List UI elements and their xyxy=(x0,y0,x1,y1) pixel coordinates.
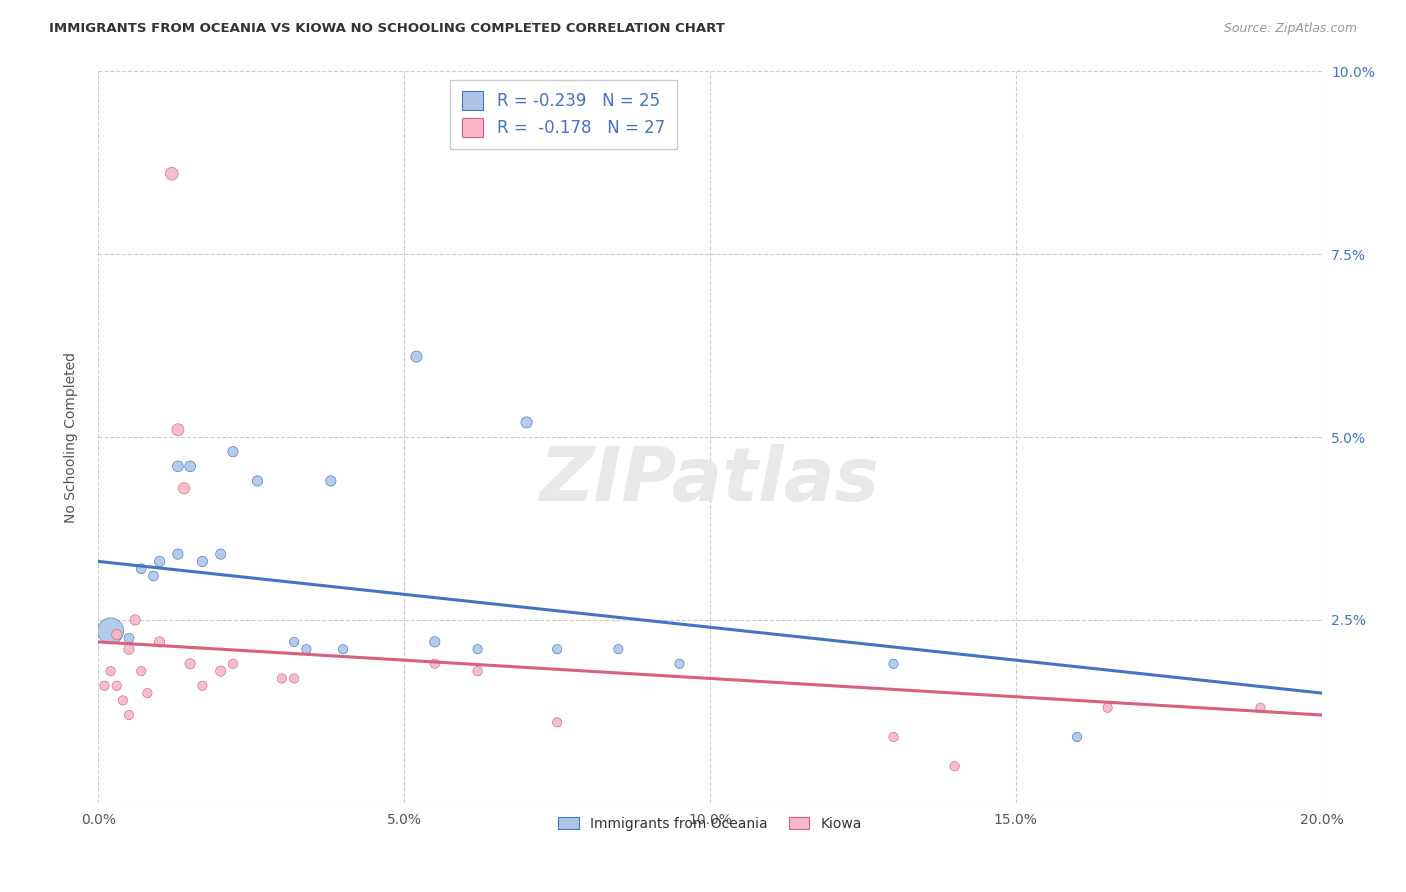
Point xyxy=(136,686,159,700)
Point xyxy=(191,554,214,568)
Text: Source: ZipAtlas.com: Source: ZipAtlas.com xyxy=(1223,22,1357,36)
Point xyxy=(405,350,427,364)
Point xyxy=(105,627,128,641)
Point xyxy=(423,657,446,671)
Point xyxy=(160,167,183,181)
Point xyxy=(546,642,568,657)
Point xyxy=(546,715,568,730)
Legend: Immigrants from Oceania, Kiowa: Immigrants from Oceania, Kiowa xyxy=(553,811,868,836)
Point xyxy=(93,679,115,693)
Point xyxy=(173,481,195,495)
Point xyxy=(332,642,354,657)
Point xyxy=(319,474,342,488)
Point xyxy=(111,693,134,707)
Point xyxy=(668,657,690,671)
Point xyxy=(149,554,172,568)
Point xyxy=(167,459,190,474)
Point xyxy=(167,547,190,561)
Point xyxy=(883,730,905,744)
Point xyxy=(222,444,245,458)
Point xyxy=(1097,700,1119,714)
Point xyxy=(149,635,172,649)
Point xyxy=(118,708,141,723)
Point xyxy=(100,664,122,678)
Point xyxy=(142,569,165,583)
Y-axis label: No Schooling Completed: No Schooling Completed xyxy=(63,351,77,523)
Point xyxy=(423,635,446,649)
Point xyxy=(209,664,232,678)
Point xyxy=(118,632,141,646)
Text: ZIPatlas: ZIPatlas xyxy=(540,444,880,517)
Point xyxy=(118,642,141,657)
Point xyxy=(179,657,201,671)
Point xyxy=(943,759,966,773)
Point xyxy=(467,664,489,678)
Text: IMMIGRANTS FROM OCEANIA VS KIOWA NO SCHOOLING COMPLETED CORRELATION CHART: IMMIGRANTS FROM OCEANIA VS KIOWA NO SCHO… xyxy=(49,22,725,36)
Point xyxy=(1249,700,1271,714)
Point xyxy=(295,642,318,657)
Point xyxy=(283,635,305,649)
Point xyxy=(105,679,128,693)
Point xyxy=(167,423,190,437)
Point xyxy=(607,642,630,657)
Point xyxy=(270,672,292,686)
Point xyxy=(467,642,489,657)
Point xyxy=(222,657,245,671)
Point xyxy=(516,416,538,430)
Point xyxy=(129,562,152,576)
Point xyxy=(1066,730,1088,744)
Point xyxy=(129,664,152,678)
Point xyxy=(124,613,146,627)
Point xyxy=(883,657,905,671)
Point xyxy=(283,672,305,686)
Point xyxy=(209,547,232,561)
Point xyxy=(191,679,214,693)
Point xyxy=(179,459,201,474)
Point xyxy=(246,474,269,488)
Point xyxy=(100,624,122,638)
